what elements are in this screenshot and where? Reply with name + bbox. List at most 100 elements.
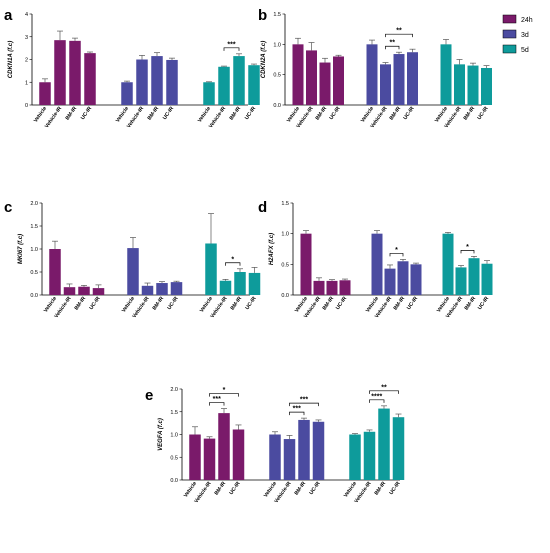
bar-c-3d-0	[127, 248, 139, 295]
sig-label-e-5: **	[381, 384, 387, 391]
x-tick-label-d-3d-3: UC-IR	[406, 296, 419, 311]
bar-b-5d-0	[440, 44, 452, 105]
bar-b-3d-3	[407, 52, 418, 105]
y-tick-label-e-3: 1.5	[170, 410, 178, 416]
sig-bracket-e-0	[209, 402, 225, 406]
bar-a-5d-1	[218, 66, 230, 105]
bar-d-5d-2	[468, 258, 480, 295]
bar-c-3d-3	[170, 282, 183, 295]
bar-d-5d-0	[442, 233, 454, 295]
bar-c-24h-3	[92, 288, 105, 295]
panel-label-a: a	[4, 7, 13, 24]
x-tick-label-d-3d-2: BM-IR	[393, 295, 407, 311]
bar-e-5d-0	[349, 434, 361, 480]
x-tick-label-a-3d-2: BM-IR	[147, 105, 161, 121]
bar-b-24h-2	[319, 62, 331, 105]
bar-b-5d-1	[454, 64, 465, 105]
sig-bracket-d-1	[460, 250, 475, 254]
y-tick-label-b-0: 0.0	[273, 103, 281, 109]
bar-c-5d-2	[234, 272, 246, 295]
y-axis-label-c: MKI67 (f.c)	[18, 234, 24, 264]
legend-swatch-24h	[502, 14, 517, 24]
x-tick-label-d-24h-2: BM-IR	[322, 295, 336, 311]
bar-e-3d-3	[312, 421, 325, 480]
legend-swatch-3d	[502, 29, 517, 39]
sig-label-e-0: ***	[213, 396, 221, 403]
legend-label-24h: 24h	[521, 17, 533, 24]
bar-a-24h-3	[84, 53, 96, 105]
sig-bracket-c-0	[225, 262, 241, 266]
legend-swatch-5d	[502, 44, 517, 54]
legend-label-3d: 3d	[521, 32, 529, 39]
y-tick-label-e-4: 2.0	[170, 387, 178, 393]
x-tick-label-c-3d-3: UC-IR	[166, 296, 179, 311]
bar-a-24h-1	[54, 40, 66, 105]
x-tick-label-a-24h-0: Vehicle	[33, 106, 48, 124]
y-tick-label-a-2: 2	[25, 58, 28, 64]
y-axis-label-e: VEGFA (f.c)	[158, 418, 164, 451]
legend: 24h 3d 5d	[502, 14, 533, 54]
y-tick-label-a-0: 0	[25, 103, 28, 109]
x-tick-label-e-5d-2: BM-IR	[374, 480, 388, 496]
y-tick-label-c-0: 0.0	[30, 293, 38, 299]
legend-label-5d: 5d	[521, 47, 529, 54]
bar-d-3d-1	[384, 268, 396, 295]
sig-label-c-0: *	[231, 256, 234, 263]
sig-bracket-e-1	[209, 393, 239, 397]
y-tick-label-c-2: 1.0	[30, 247, 38, 253]
y-axis-label-b: CDKN2A (f.c)	[261, 41, 267, 78]
bar-d-3d-3	[410, 264, 422, 295]
x-tick-label-c-24h-2: BM-IR	[74, 295, 88, 311]
x-tick-label-e-24h-2: BM-IR	[214, 480, 228, 496]
bar-d-24h-3	[339, 280, 351, 295]
bar-b-5d-3	[481, 67, 492, 105]
sig-bracket-e-3	[289, 402, 319, 407]
x-tick-label-d-24h-3: UC-IR	[335, 296, 348, 311]
sig-bracket-b-0	[385, 45, 400, 50]
x-tick-label-b-3d-2: BM-IR	[389, 105, 403, 121]
y-tick-label-d-3: 1.5	[281, 201, 289, 207]
bar-e-3d-2	[298, 419, 310, 480]
x-tick-label-e-24h-3: UC-IR	[228, 481, 241, 496]
sig-label-e-4: ****	[371, 393, 382, 400]
y-axis-label-a: CDKN1A (f.c)	[8, 41, 14, 78]
bar-a-24h-0	[39, 82, 51, 105]
y-tick-label-d-2: 1.0	[281, 232, 289, 238]
y-tick-label-d-0: 0.0	[281, 293, 289, 299]
x-tick-label-e-3d-3: UC-IR	[308, 481, 321, 496]
bar-e-5d-3	[392, 417, 405, 480]
y-tick-label-c-1: 0.5	[30, 270, 38, 276]
bar-e-3d-1	[283, 439, 296, 480]
x-tick-label-a-24h-3: UC-IR	[80, 106, 93, 121]
panel-label-c: c	[4, 199, 12, 216]
bar-a-5d-3	[248, 65, 260, 105]
sig-bracket-e-4	[369, 399, 385, 403]
bar-d-5d-1	[455, 267, 467, 295]
sig-bracket-a-0	[223, 47, 240, 51]
sig-bracket-e-5	[369, 390, 399, 394]
panel-label-e: e	[145, 387, 153, 404]
sig-label-b-0: **	[390, 40, 396, 47]
y-tick-label-b-3: 1.5	[273, 12, 281, 18]
bar-e-5d-1	[363, 431, 376, 480]
x-tick-label-d-5d-3: UC-IR	[477, 296, 490, 311]
bar-d-5d-3	[481, 263, 493, 295]
x-tick-label-d-5d-2: BM-IR	[464, 295, 478, 311]
bar-c-5d-3	[248, 272, 261, 295]
bar-d-3d-0	[371, 233, 383, 295]
bar-e-5d-2	[378, 408, 390, 480]
bar-a-5d-0	[203, 82, 215, 105]
y-tick-label-a-1: 1	[25, 80, 28, 86]
bar-d-24h-0	[300, 233, 312, 295]
bar-c-24h-0	[49, 249, 61, 295]
sig-bracket-b-1	[385, 33, 413, 38]
sig-label-e-1: *	[223, 387, 226, 394]
x-tick-label-b-24h-3: UC-IR	[328, 106, 341, 121]
x-tick-label-a-3d-0: Vehicle	[115, 106, 130, 124]
bar-c-5d-1	[219, 280, 232, 295]
y-tick-label-a-3: 3	[25, 35, 28, 41]
